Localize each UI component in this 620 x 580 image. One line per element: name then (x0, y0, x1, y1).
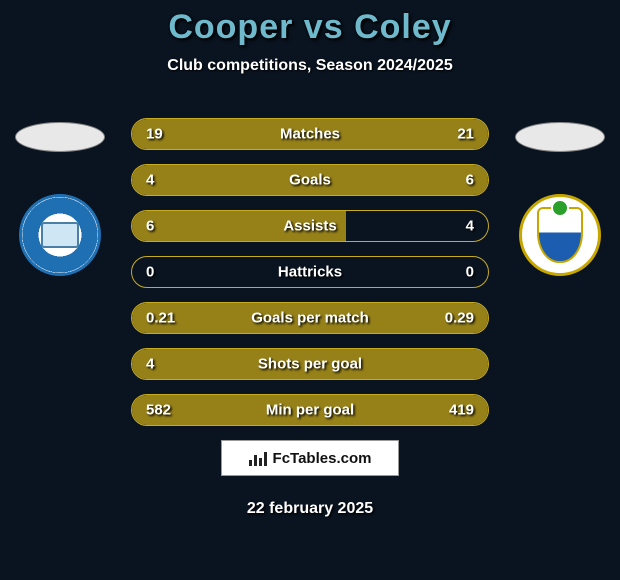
stat-value-right: 419 (449, 402, 474, 419)
stat-value-right: 21 (457, 126, 474, 143)
stat-label: Matches (280, 126, 340, 143)
stat-value-left: 0 (146, 264, 154, 281)
player2-name: Coley (354, 8, 452, 46)
bar-chart-icon (249, 450, 267, 466)
stat-row: 6 4 Assists (131, 210, 489, 242)
stat-value-left: 19 (146, 126, 163, 143)
stat-value-left: 0.21 (146, 310, 175, 327)
stat-value-left: 582 (146, 402, 171, 419)
player2-column (500, 110, 620, 276)
player1-club-badge-icon (19, 194, 101, 276)
stat-value-right: 4 (466, 218, 474, 235)
page-title: Cooper vs Coley (0, 0, 620, 47)
shield-icon (537, 207, 583, 263)
vs-text: vs (304, 8, 344, 46)
stat-label: Shots per goal (258, 356, 362, 373)
player1-column (0, 110, 120, 276)
date-text: 22 february 2025 (0, 500, 620, 518)
player2-club-badge-icon (519, 194, 601, 276)
stat-row: 0 0 Hattricks (131, 256, 489, 288)
stat-label: Hattricks (278, 264, 342, 281)
stat-value-right: 0 (466, 264, 474, 281)
branding-box: FcTables.com (221, 440, 399, 476)
stats-container: 19 21 Matches 4 6 Goals 6 4 Assists 0 0 Hattricks 0.… (131, 118, 489, 426)
stat-label: Assists (283, 218, 336, 235)
stat-row: 0.21 0.29 Goals per match (131, 302, 489, 334)
branding-text: FcTables.com (273, 450, 372, 467)
stat-row: 4 6 Goals (131, 164, 489, 196)
stat-label: Goals per match (251, 310, 369, 327)
player2-flag-icon (515, 122, 605, 152)
stat-value-left: 6 (146, 218, 154, 235)
stat-label: Goals (289, 172, 331, 189)
player1-flag-icon (15, 122, 105, 152)
stat-row: 19 21 Matches (131, 118, 489, 150)
stat-value-right: 0.29 (445, 310, 474, 327)
stat-value-left: 4 (146, 172, 154, 189)
stat-value-right: 6 (466, 172, 474, 189)
stat-value-left: 4 (146, 356, 154, 373)
subtitle: Club competitions, Season 2024/2025 (0, 57, 620, 75)
stat-row: 4 Shots per goal (131, 348, 489, 380)
stat-label: Min per goal (266, 402, 354, 419)
stat-row: 582 419 Min per goal (131, 394, 489, 426)
player1-name: Cooper (168, 8, 293, 46)
